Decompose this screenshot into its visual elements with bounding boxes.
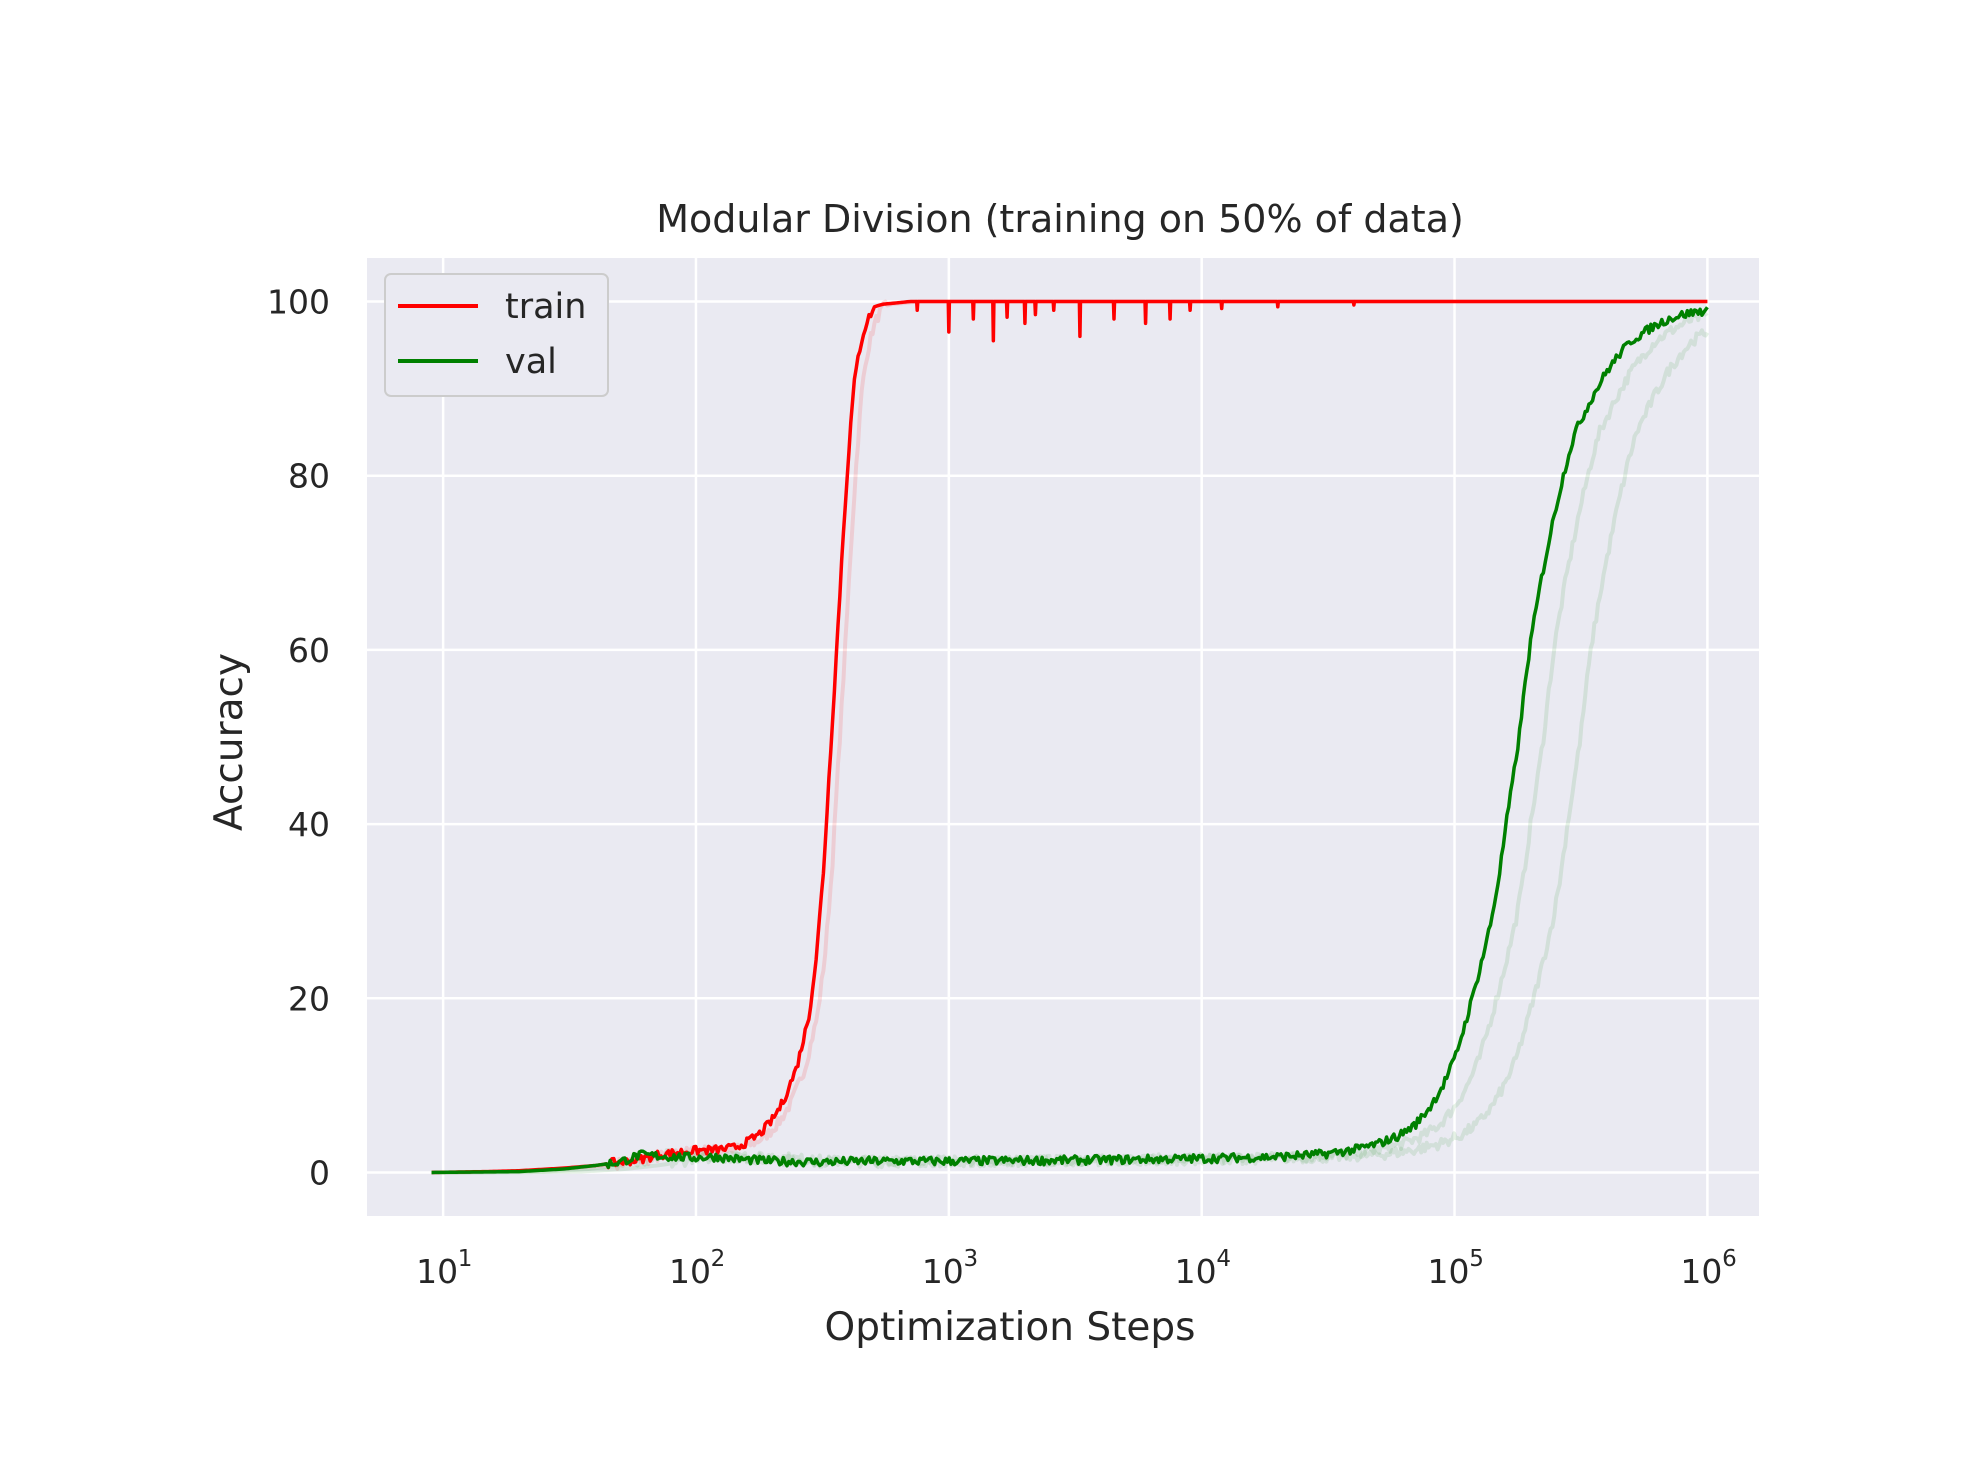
x-tick-labels: 10 1 10 2 10 3 10 4 10 5 10 6	[416, 1246, 1737, 1291]
x-tick-label: 10	[669, 1252, 711, 1291]
legend-label-val: val	[505, 342, 557, 382]
y-axis-label: Accuracy	[207, 653, 252, 831]
x-tick-exponent: 2	[711, 1246, 726, 1272]
x-tick-label: 10	[1428, 1252, 1470, 1291]
x-tick-exponent: 4	[1216, 1246, 1231, 1272]
chart-title: Modular Division (training on 50% of dat…	[656, 197, 1464, 241]
y-tick-label: 100	[267, 283, 330, 322]
series-line-train	[431, 299, 1708, 1175]
grid-lines	[367, 258, 1759, 1216]
x-tick-label: 10	[922, 1252, 964, 1291]
y-tick-label: 40	[288, 805, 330, 844]
plot-area	[367, 258, 1759, 1216]
x-tick-exponent: 1	[458, 1246, 473, 1272]
series-shadow-line	[431, 328, 1710, 1175]
y-tick-label: 0	[309, 1153, 330, 1192]
x-axis-label: Optimization Steps	[825, 1305, 1196, 1350]
y-tick-label: 80	[288, 457, 330, 496]
legend: train val	[384, 273, 609, 397]
y-tick-labels: 0 20 40 60 80 100	[267, 283, 330, 1193]
series-layer	[431, 299, 1710, 1175]
legend-label-train: train	[505, 287, 586, 327]
x-tick-exponent: 6	[1722, 1246, 1737, 1272]
series-line-val	[431, 306, 1709, 1175]
x-tick-label: 10	[1175, 1252, 1217, 1291]
y-tick-label: 20	[288, 979, 330, 1018]
x-tick-exponent: 3	[964, 1246, 979, 1272]
y-tick-label: 60	[288, 631, 330, 670]
x-tick-label: 10	[1680, 1252, 1722, 1291]
x-tick-exponent: 5	[1469, 1246, 1484, 1272]
x-tick-label: 10	[416, 1252, 458, 1291]
